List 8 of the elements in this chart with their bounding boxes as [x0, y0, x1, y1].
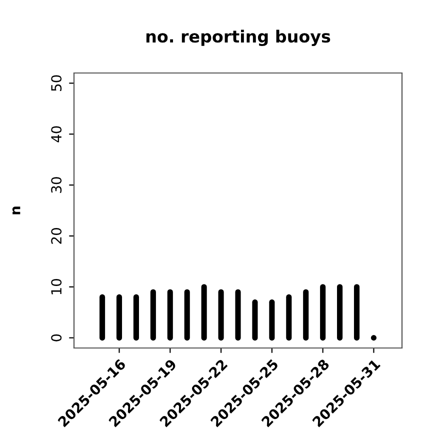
y-tick-label: 30	[51, 177, 62, 193]
chart-title: no. reporting buoys	[146, 30, 330, 46]
y-axis-title: n	[12, 206, 20, 214]
y-tick-label: 20	[51, 228, 62, 244]
y-tick-label: 0	[51, 334, 62, 342]
y-tick-label: 40	[51, 126, 62, 142]
y-tick-label: 10	[51, 278, 62, 294]
y-tick-label: 50	[51, 75, 62, 91]
